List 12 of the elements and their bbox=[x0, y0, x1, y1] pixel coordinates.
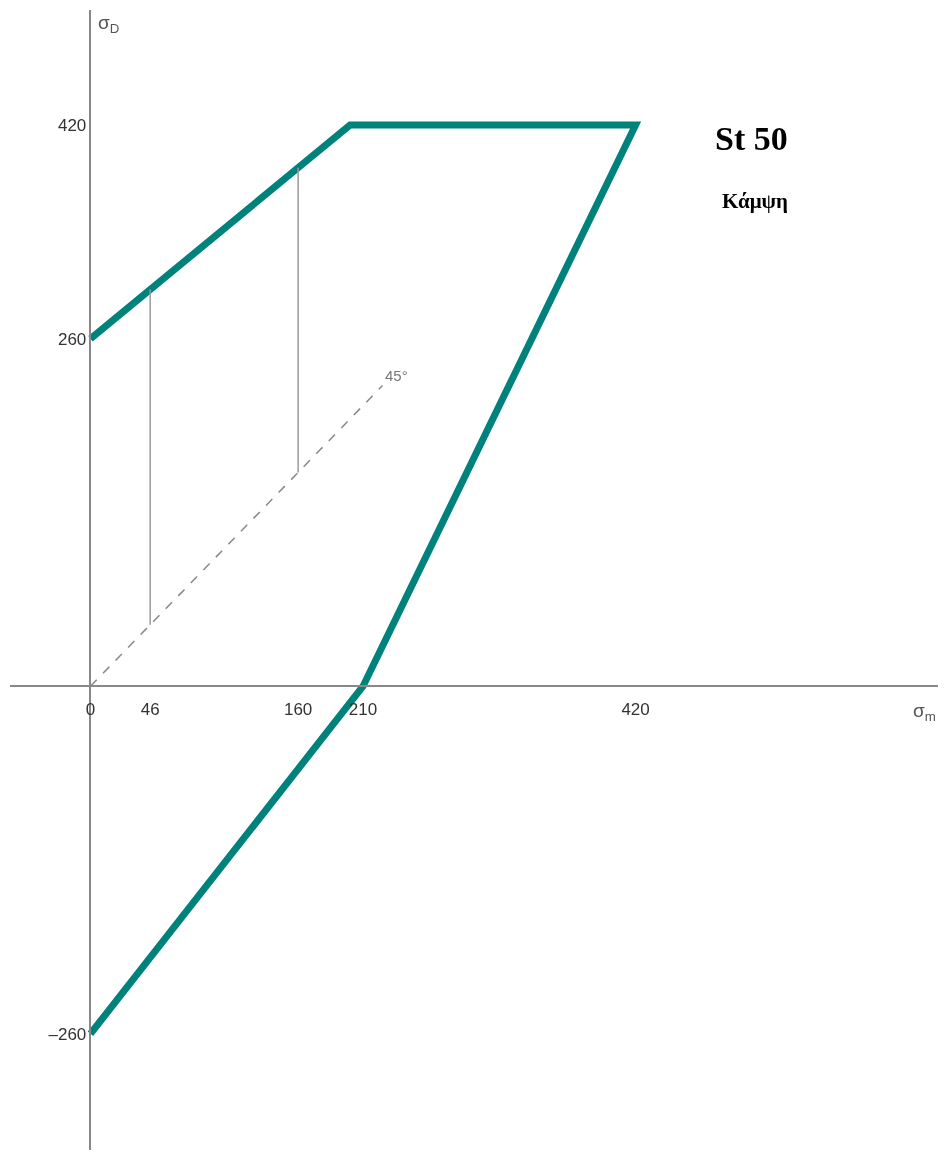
text: St 50 bbox=[715, 120, 788, 157]
x-tick-label: 160 bbox=[283, 700, 313, 720]
x-axis-title: σ$_{m}$ bbox=[913, 700, 936, 724]
x-tick-label: 46 bbox=[140, 700, 160, 720]
text: Κάμψη bbox=[722, 189, 789, 213]
x-tick-label: 210 bbox=[348, 700, 378, 720]
y-axis-title: σ$_{D}$ bbox=[98, 12, 120, 36]
y-tick-label: 420 bbox=[57, 115, 87, 135]
annotation: 45° bbox=[385, 367, 408, 384]
x-tick-label: 420 bbox=[621, 700, 650, 720]
y-tick-label: –260 bbox=[48, 1024, 87, 1044]
y-tick-label: 260 bbox=[57, 329, 87, 349]
